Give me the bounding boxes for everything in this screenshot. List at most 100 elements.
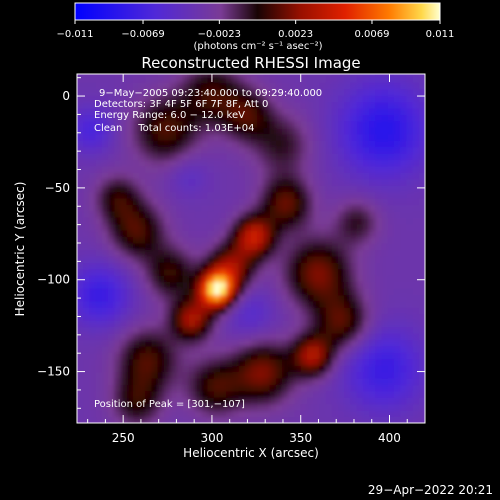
heatmap-cell bbox=[294, 146, 302, 154]
heatmap-cell bbox=[257, 140, 265, 148]
heatmap-cell bbox=[294, 416, 302, 423]
heatmap-cell bbox=[418, 230, 425, 238]
heatmap-cell bbox=[412, 210, 420, 218]
heatmap-cell bbox=[114, 255, 122, 263]
heatmap-cell bbox=[418, 358, 425, 366]
heatmap-cell bbox=[418, 384, 425, 392]
heatmap-cell bbox=[362, 210, 370, 218]
heatmap-cell bbox=[406, 352, 414, 360]
heatmap-cell bbox=[195, 75, 202, 83]
heatmap-cell bbox=[226, 410, 233, 418]
heatmap-cell bbox=[114, 88, 122, 96]
heatmap-cell bbox=[257, 197, 265, 206]
heatmap-cell bbox=[369, 294, 376, 302]
heatmap-cell bbox=[344, 281, 352, 289]
heatmap-cell bbox=[306, 365, 314, 373]
heatmap-cell bbox=[170, 107, 178, 116]
heatmap-cell bbox=[375, 242, 383, 251]
heatmap-cell bbox=[263, 397, 271, 405]
heatmap-cell bbox=[375, 127, 383, 135]
heatmap-cell bbox=[338, 390, 345, 398]
heatmap-cell bbox=[331, 294, 339, 302]
heatmap-cell bbox=[406, 242, 414, 251]
heatmap-cell bbox=[170, 345, 178, 353]
heatmap-cell bbox=[375, 172, 383, 180]
heatmap-cell bbox=[77, 275, 84, 283]
heatmap-cell bbox=[275, 358, 283, 366]
heatmap-cell bbox=[151, 140, 159, 148]
heatmap-cell bbox=[164, 268, 171, 276]
heatmap-cell bbox=[313, 140, 320, 148]
heatmap-cell bbox=[331, 74, 339, 77]
heatmap-cell bbox=[232, 114, 240, 122]
heatmap-cell bbox=[139, 313, 146, 321]
heatmap-cell bbox=[201, 377, 209, 386]
heatmap-cell bbox=[188, 88, 196, 96]
heatmap-cell bbox=[331, 403, 339, 411]
heatmap-cell bbox=[344, 236, 352, 244]
heatmap-cell bbox=[325, 326, 333, 334]
heatmap-cell bbox=[338, 230, 345, 238]
heatmap-cell bbox=[331, 307, 339, 315]
heatmap-cell bbox=[77, 140, 84, 148]
heatmap-cell bbox=[219, 294, 227, 302]
heatmap-cell bbox=[226, 152, 233, 161]
heatmap-cell bbox=[188, 262, 196, 270]
heatmap-cell bbox=[325, 74, 333, 77]
heatmap-cell bbox=[157, 191, 165, 199]
heatmap-cell bbox=[207, 287, 215, 296]
heatmap-cell bbox=[319, 397, 327, 405]
heatmap-cell bbox=[387, 275, 395, 283]
heatmap-cell bbox=[108, 384, 115, 392]
heatmap-cell bbox=[257, 217, 265, 225]
heatmap-cell bbox=[157, 223, 165, 231]
heatmap-cell bbox=[344, 74, 352, 77]
heatmap-cell bbox=[201, 300, 209, 308]
heatmap-cell bbox=[344, 255, 352, 263]
heatmap-cell bbox=[195, 403, 202, 411]
heatmap-cell bbox=[207, 236, 215, 244]
heatmap-cell bbox=[182, 107, 190, 116]
heatmap-cell bbox=[157, 281, 165, 289]
heatmap-cell bbox=[244, 262, 252, 270]
heatmap-cell bbox=[306, 339, 314, 347]
heatmap-cell bbox=[126, 185, 134, 193]
heatmap-cell bbox=[257, 165, 265, 173]
heatmap-cell bbox=[331, 275, 339, 283]
heatmap-cell bbox=[207, 95, 215, 103]
heatmap-cell bbox=[77, 403, 84, 411]
heatmap-cell bbox=[139, 236, 146, 244]
heatmap-cell bbox=[244, 82, 252, 90]
heatmap-cell bbox=[269, 101, 277, 109]
heatmap-cell bbox=[393, 326, 401, 334]
heatmap-cell bbox=[300, 281, 308, 289]
heatmap-cell bbox=[219, 242, 227, 251]
heatmap-cell bbox=[157, 268, 165, 276]
heatmap-cell bbox=[275, 82, 283, 90]
heatmap-cell bbox=[282, 120, 289, 128]
heatmap-cell bbox=[126, 178, 134, 186]
heatmap-cell bbox=[108, 307, 115, 315]
heatmap-cell bbox=[306, 114, 314, 122]
heatmap-cell bbox=[257, 332, 265, 341]
heatmap-cell bbox=[400, 332, 407, 341]
heatmap-cell bbox=[294, 275, 302, 283]
heatmap-cell bbox=[157, 332, 165, 341]
heatmap-cell bbox=[369, 82, 376, 90]
heatmap-cell bbox=[319, 165, 327, 173]
y-tick-label: 0 bbox=[62, 89, 70, 103]
heatmap-cell bbox=[164, 242, 171, 251]
heatmap-cell bbox=[319, 281, 327, 289]
heatmap-cell bbox=[294, 403, 302, 411]
heatmap-cell bbox=[406, 307, 414, 315]
heatmap-cell bbox=[306, 275, 314, 283]
heatmap-cell bbox=[400, 384, 407, 392]
heatmap-cell bbox=[164, 120, 171, 128]
heatmap-cell bbox=[126, 230, 134, 238]
heatmap-cell bbox=[381, 384, 389, 392]
heatmap-cell bbox=[300, 74, 308, 77]
heatmap-cell bbox=[219, 268, 227, 276]
heatmap-cell bbox=[263, 390, 271, 398]
heatmap-cell bbox=[313, 281, 320, 289]
heatmap-cell bbox=[381, 287, 389, 296]
